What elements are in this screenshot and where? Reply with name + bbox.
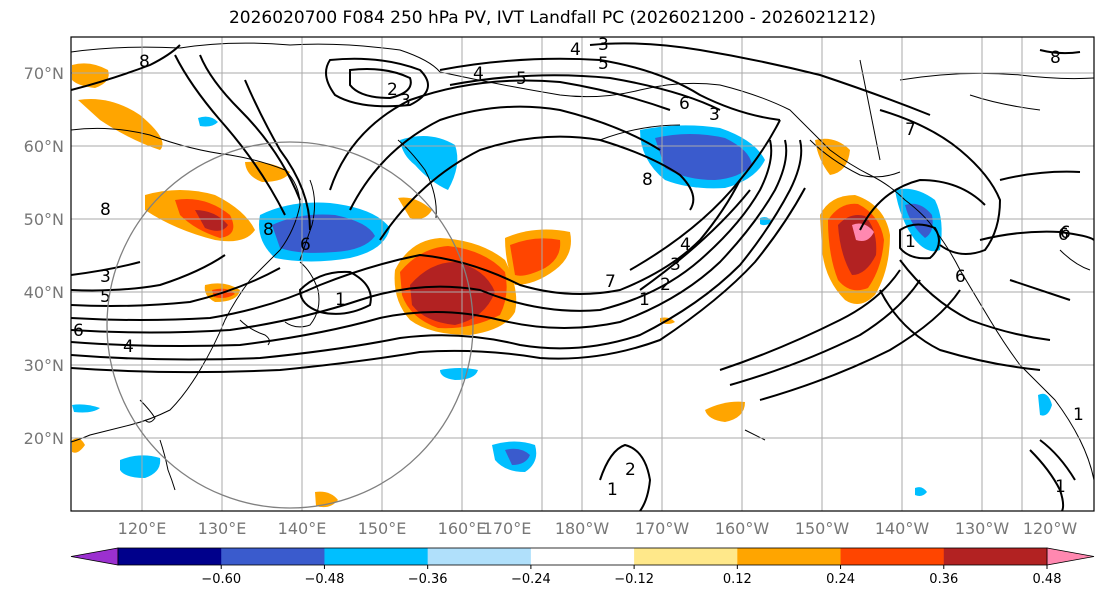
contour-label: 1 <box>335 290 346 310</box>
contour-label: 3 <box>400 91 411 111</box>
map-title: 2026020700 F084 250 hPa PV, IVT Landfall… <box>228 8 876 28</box>
colorbar-segment <box>943 548 1048 565</box>
colorbar-segment <box>324 548 429 565</box>
colorbar-segment <box>118 548 222 565</box>
colorbar-tick-label: −0.60 <box>201 572 241 587</box>
contour-label: 1 <box>639 290 650 310</box>
lat-label: 70°N <box>24 64 64 83</box>
contour-label: 8 <box>100 200 111 220</box>
colorbar-segment <box>840 548 945 565</box>
lon-label: 180°W <box>555 519 610 538</box>
contour-label: 4 <box>570 40 581 60</box>
contour-label: 3 <box>100 267 111 287</box>
lat-label: 50°N <box>24 210 64 229</box>
colorbar-tick-label: 0.24 <box>826 572 855 587</box>
lat-label: 30°N <box>24 356 64 375</box>
contour-label: 1 <box>1055 477 1066 497</box>
lon-label: 170°E <box>483 519 532 538</box>
colorbar: −0.60 −0.48 −0.36 −0.24 −0.12 0.12 0.24 0.36 0.4… <box>70 547 1095 587</box>
contour-label: 8 <box>642 170 653 190</box>
contour-label: 3 <box>709 105 720 125</box>
lon-label: 160°E <box>438 519 487 538</box>
contour-label: 8 <box>263 220 274 240</box>
colorbar-tick-label: −0.12 <box>614 572 654 587</box>
colorbar-tick-label: −0.48 <box>305 572 345 587</box>
contour-label: 4 <box>473 64 484 84</box>
contour-label: 1 <box>905 232 916 252</box>
contour-label: 6 <box>955 267 966 287</box>
colorbar-segment <box>737 548 842 565</box>
contour-label: 6 <box>300 235 311 255</box>
colorbar-tick-label: 0.48 <box>1033 572 1062 587</box>
lat-label: 20°N <box>24 429 64 448</box>
pv-contours <box>71 42 1094 511</box>
lat-label: 40°N <box>24 283 64 302</box>
contour-label: 8 <box>1050 48 1061 68</box>
colorbar-frame <box>117 547 1048 566</box>
lon-label: 170°W <box>635 519 690 538</box>
contour-labels: 8 3 2 3 4 5 5 4 3 6 7 8 8 6 8 1 7 1 2 3 … <box>73 35 1084 500</box>
contour-label: 2 <box>660 275 671 295</box>
contour-label: 5 <box>516 69 527 89</box>
colorbar-extend-high <box>1046 547 1095 566</box>
lon-label: 120°W <box>1023 519 1078 538</box>
contour-label: 6 <box>73 321 84 341</box>
lon-label: 150°W <box>795 519 850 538</box>
lat-label: 60°N <box>24 137 64 156</box>
contour-label: 1 <box>1073 405 1084 425</box>
lon-label: 140°E <box>278 519 327 538</box>
landfall-radius-circle <box>106 141 474 509</box>
colorbar-segment <box>530 548 635 565</box>
contour-label: 3 <box>598 35 609 55</box>
colorbar-tick-label: 0.12 <box>723 572 752 587</box>
contour-label: 6 <box>1060 223 1071 243</box>
contour-label: 8 <box>139 52 150 72</box>
warm-anomaly-areas <box>72 63 890 508</box>
contour-label: 2 <box>387 80 398 100</box>
latitude-labels: 70°N 60°N 50°N 40°N 30°N 20°N <box>24 64 64 448</box>
contour-label: 6 <box>679 94 690 114</box>
colorbar-segment <box>634 548 738 565</box>
contour-label: 1 <box>607 480 618 500</box>
contour-label: 6 <box>1058 225 1069 245</box>
longitude-labels: 120°E 130°E 140°E 150°E 160°E 170°E 180°… <box>118 519 1078 538</box>
contour-label: 3 <box>670 255 681 275</box>
contour-label: 4 <box>680 235 691 255</box>
lon-label: 150°E <box>358 519 407 538</box>
map-frame <box>70 36 1095 512</box>
lon-label: 130°W <box>955 519 1010 538</box>
contour-label: 7 <box>905 120 916 140</box>
contour-label: 5 <box>100 287 111 307</box>
colorbar-segment <box>221 548 325 565</box>
lon-label: 160°W <box>715 519 770 538</box>
lon-label: 120°E <box>118 519 167 538</box>
colorbar-extend-low <box>70 547 119 566</box>
map-content: 8 3 2 3 4 5 5 4 3 6 7 8 8 6 8 1 7 1 2 3 … <box>71 35 1094 511</box>
lon-label: 130°E <box>198 519 247 538</box>
colorbar-tick-label: 0.36 <box>929 572 958 587</box>
contour-label: 4 <box>123 337 134 357</box>
colorbar-segment <box>427 548 532 565</box>
coastlines <box>71 42 1094 491</box>
contour-label: 2 <box>625 460 636 480</box>
colorbar-tick-label: −0.36 <box>408 572 448 587</box>
colorbar-tick-label: −0.24 <box>511 572 551 587</box>
contour-label: 5 <box>598 54 609 74</box>
lon-label: 140°W <box>875 519 930 538</box>
contour-label: 7 <box>605 272 616 292</box>
